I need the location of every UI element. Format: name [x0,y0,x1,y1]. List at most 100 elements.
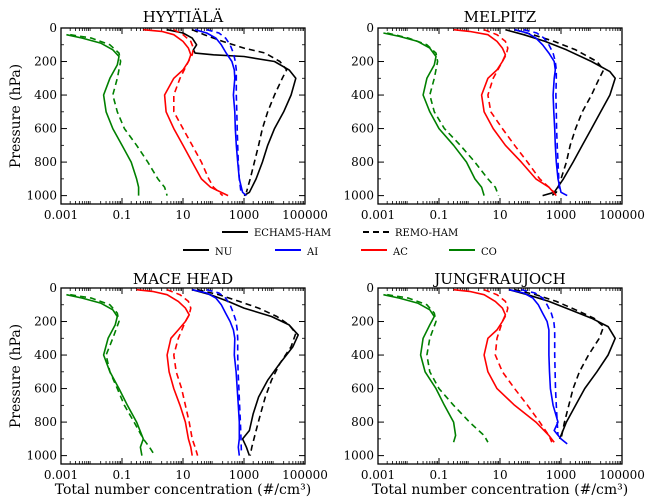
legend-label-ai: AI [306,247,318,258]
y-tick-label: 600 [351,122,374,136]
y-tick-label: 800 [351,155,374,169]
series-line-ac-echam [143,28,229,197]
y-tick-label: 200 [34,315,57,329]
y-axis-label: Pressure (hPa) [8,64,24,168]
series-line-nu-echam [508,288,616,440]
series-line-ac-echam [453,288,555,443]
y-tick-label: 400 [34,88,57,102]
series-line-ac-remo [483,28,555,193]
series-group [66,288,299,457]
y-tick-label: 200 [34,55,57,69]
y-tick-label: 1000 [26,449,57,463]
x-tick-label: 10 [175,208,190,222]
y-tick-label: 1000 [343,449,374,463]
series-line-ai-remo [521,288,559,436]
y-tick-label: 0 [366,21,374,35]
y-tick-label: 1000 [26,189,57,203]
series-line-ai-echam [509,288,568,445]
legend-label-echam: ECHAM5-HAM [254,228,331,239]
x-tick-label: 1000 [546,468,577,482]
x-tick-label: 0.1 [429,468,448,482]
series-line-nu-echam [191,288,299,456]
x-tick-label: 100000 [599,468,645,482]
panel-jungfraujoch: JUNGFRAUJOCH Total number concentration … [343,270,644,498]
y-tick-label: 600 [351,382,374,396]
x-tick-label: 0.001 [44,468,78,482]
series-line-ai-echam [192,288,241,456]
y-tick-label: 600 [34,122,57,136]
y-tick-label: 400 [351,88,374,102]
x-axis-label: Total number concentration (#/cm³) [372,482,628,498]
series-line-ac-echam [136,288,193,456]
y-tick-label: 800 [34,155,57,169]
panel-title: MACE HEAD [133,270,233,288]
legend-label-nu: NU [215,247,232,258]
panel-melpitz: MELPITZ 0.001 0.1 10 1000 100000 0 200 400 600 80… [343,8,644,222]
series-line-co-remo [70,293,156,457]
axis-ticks: 0.001 0.1 10 1000 100000 0 200 400 600 800 1000 [26,281,327,482]
x-tick-label: 1000 [229,208,260,222]
series-line-ac-remo [173,28,224,197]
axis-ticks: 0.001 0.1 10 1000 100000 0 200 400 600 800 1000 [343,21,644,222]
panel-title: HYYTIÄLÄ [143,8,224,26]
x-tick-label: 100000 [282,468,328,482]
y-tick-label: 800 [34,415,57,429]
x-tick-label: 0.1 [112,208,131,222]
panel-title: MELPITZ [464,8,537,26]
series-line-co-remo [387,293,489,443]
y-tick-label: 200 [351,315,374,329]
x-tick-label: 10 [175,468,190,482]
panel-mace-head: MACE HEAD Pressure (hPa) Total number co… [8,270,328,498]
x-tick-label: 100000 [599,208,645,222]
series-line-nu-remo [191,28,288,193]
x-tick-label: 1000 [546,208,577,222]
series-line-ai-echam [514,28,568,197]
series-line-ai-remo [206,28,242,193]
series-line-co-echam [66,293,145,456]
y-tick-label: 1000 [343,189,374,203]
series-line-nu-echam [166,28,297,197]
x-tick-label: 100000 [282,208,328,222]
series-line-ac-echam [453,28,557,197]
axis-ticks: 0.001 0.1 10 1000 100000 0 200 400 600 800 1000 [26,21,327,222]
x-tick-label: 0.1 [429,208,448,222]
x-tick-label: 0.1 [112,468,131,482]
y-axis-label: Pressure (hPa) [8,324,24,428]
series-group [383,288,616,445]
y-tick-label: 200 [351,55,374,69]
x-tick-label: 10 [492,468,507,482]
legend-label-remo: REMO-HAM [395,228,458,239]
y-tick-label: 400 [351,348,374,362]
x-tick-label: 0.001 [361,468,395,482]
series-line-co-remo [70,33,168,196]
series-line-nu-remo [514,288,605,440]
series-line-nu-remo [197,288,297,456]
legend-label-co: CO [481,247,497,258]
x-tick-label: 0.001 [361,208,395,222]
y-tick-label: 600 [34,382,57,396]
series-line-ai-remo [206,288,243,453]
panel-hyytiala: HYYTIÄLÄ Pressure (hPa) 0.001 0.1 10 1000 10… [8,8,328,222]
series-line-co-echam [66,33,140,196]
series-line-co-echam [383,32,485,196]
series-line-ac-remo [483,288,553,443]
x-tick-label: 10 [492,208,507,222]
legend-label-ac: AC [392,247,408,258]
y-tick-label: 0 [49,281,57,295]
series-line-co-echam [383,293,457,443]
y-tick-label: 400 [34,348,57,362]
series-line-nu-remo [514,28,605,197]
legend: ECHAM5-HAM REMO-HAM NU AI AC CO [183,228,497,258]
y-tick-label: 0 [366,281,374,295]
panel-title: JUNGFRAUJOCH [432,270,565,288]
series-group [66,28,297,197]
series-line-co-remo [387,32,500,196]
plot-frame [60,287,306,465]
x-axis-label: Total number concentration (#/cm³) [55,482,311,498]
axis-ticks: 0.001 0.1 10 1000 100000 0 200 400 600 800 1000 [343,281,644,482]
x-tick-label: 0.001 [44,208,78,222]
series-line-nu-echam [505,28,616,197]
series-group [383,28,616,197]
y-tick-label: 0 [49,21,57,35]
